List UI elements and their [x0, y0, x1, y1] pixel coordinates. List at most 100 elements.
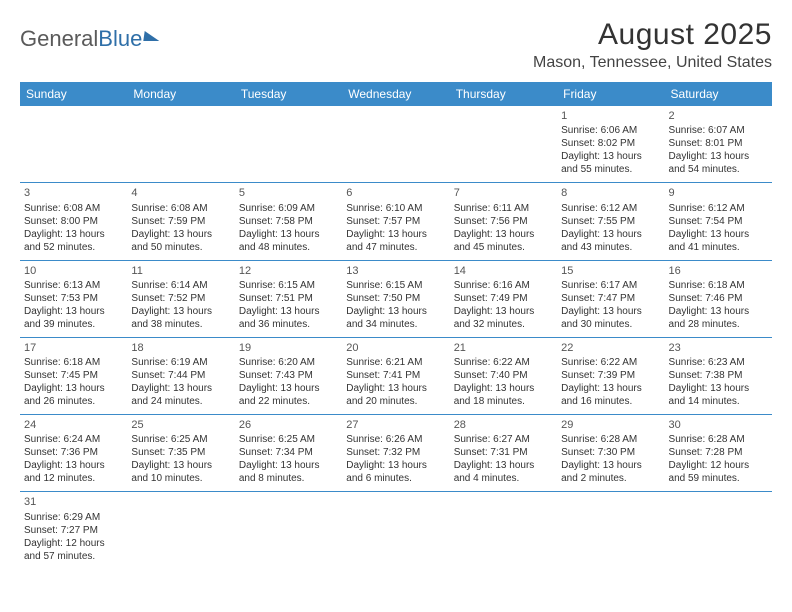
calendar-day: 17Sunrise: 6:18 AMSunset: 7:45 PMDayligh…: [20, 338, 127, 414]
calendar-day-empty: [127, 492, 234, 568]
daylight-line-2: and 8 minutes.: [239, 472, 338, 485]
daylight-line-2: and 24 minutes.: [131, 395, 230, 408]
sunrise-line: Sunrise: 6:12 AM: [561, 202, 660, 215]
daylight-line-1: Daylight: 13 hours: [24, 459, 123, 472]
day-number: 26: [239, 418, 338, 432]
daylight-line-1: Daylight: 13 hours: [131, 459, 230, 472]
daylight-line-2: and 36 minutes.: [239, 318, 338, 331]
dayhead-thu: Thursday: [450, 82, 557, 106]
day-number: 28: [454, 418, 553, 432]
sunset-line: Sunset: 7:27 PM: [24, 524, 123, 537]
sunrise-line: Sunrise: 6:11 AM: [454, 202, 553, 215]
sunset-line: Sunset: 7:53 PM: [24, 292, 123, 305]
day-number: 24: [24, 418, 123, 432]
daylight-line-1: Daylight: 13 hours: [24, 228, 123, 241]
calendar-day: 2Sunrise: 6:07 AMSunset: 8:01 PMDaylight…: [665, 106, 772, 182]
calendar-week: 3Sunrise: 6:08 AMSunset: 8:00 PMDaylight…: [20, 183, 772, 260]
sunset-line: Sunset: 7:46 PM: [669, 292, 768, 305]
day-number: 17: [24, 341, 123, 355]
calendar-day: 23Sunrise: 6:23 AMSunset: 7:38 PMDayligh…: [665, 338, 772, 414]
sunset-line: Sunset: 7:49 PM: [454, 292, 553, 305]
calendar-week: 10Sunrise: 6:13 AMSunset: 7:53 PMDayligh…: [20, 261, 772, 338]
sunset-line: Sunset: 7:50 PM: [346, 292, 445, 305]
calendar-day: 15Sunrise: 6:17 AMSunset: 7:47 PMDayligh…: [557, 261, 664, 337]
day-number: 29: [561, 418, 660, 432]
calendar-day: 24Sunrise: 6:24 AMSunset: 7:36 PMDayligh…: [20, 415, 127, 491]
daylight-line-2: and 38 minutes.: [131, 318, 230, 331]
sunrise-line: Sunrise: 6:07 AM: [669, 124, 768, 137]
daylight-line-1: Daylight: 13 hours: [561, 228, 660, 241]
daylight-line-2: and 6 minutes.: [346, 472, 445, 485]
calendar-day: 18Sunrise: 6:19 AMSunset: 7:44 PMDayligh…: [127, 338, 234, 414]
day-number: 12: [239, 264, 338, 278]
sunset-line: Sunset: 7:43 PM: [239, 369, 338, 382]
day-number: 30: [669, 418, 768, 432]
daylight-line-1: Daylight: 13 hours: [346, 305, 445, 318]
daylight-line-2: and 4 minutes.: [454, 472, 553, 485]
sunset-line: Sunset: 7:36 PM: [24, 446, 123, 459]
calendar-day: 28Sunrise: 6:27 AMSunset: 7:31 PMDayligh…: [450, 415, 557, 491]
sunset-line: Sunset: 7:56 PM: [454, 215, 553, 228]
daylight-line-1: Daylight: 13 hours: [561, 305, 660, 318]
sunset-line: Sunset: 7:44 PM: [131, 369, 230, 382]
daylight-line-2: and 45 minutes.: [454, 241, 553, 254]
sunrise-line: Sunrise: 6:25 AM: [131, 433, 230, 446]
calendar-day: 8Sunrise: 6:12 AMSunset: 7:55 PMDaylight…: [557, 183, 664, 259]
dayhead-sat: Saturday: [665, 82, 772, 106]
calendar-day: 22Sunrise: 6:22 AMSunset: 7:39 PMDayligh…: [557, 338, 664, 414]
day-number: 23: [669, 341, 768, 355]
day-number: 15: [561, 264, 660, 278]
daylight-line-2: and 34 minutes.: [346, 318, 445, 331]
daylight-line-1: Daylight: 13 hours: [561, 150, 660, 163]
daylight-line-2: and 26 minutes.: [24, 395, 123, 408]
daylight-line-2: and 10 minutes.: [131, 472, 230, 485]
calendar-day-empty: [665, 492, 772, 568]
daylight-line-1: Daylight: 13 hours: [131, 382, 230, 395]
location-text: Mason, Tennessee, United States: [533, 54, 772, 72]
day-number: 14: [454, 264, 553, 278]
daylight-line-2: and 55 minutes.: [561, 163, 660, 176]
daylight-line-2: and 50 minutes.: [131, 241, 230, 254]
daylight-line-1: Daylight: 13 hours: [239, 305, 338, 318]
sunrise-line: Sunrise: 6:22 AM: [454, 356, 553, 369]
calendar-week: 1Sunrise: 6:06 AMSunset: 8:02 PMDaylight…: [20, 106, 772, 183]
sunrise-line: Sunrise: 6:18 AM: [24, 356, 123, 369]
sunrise-line: Sunrise: 6:26 AM: [346, 433, 445, 446]
sunset-line: Sunset: 7:28 PM: [669, 446, 768, 459]
sunrise-line: Sunrise: 6:22 AM: [561, 356, 660, 369]
day-number: 16: [669, 264, 768, 278]
day-number: 3: [24, 186, 123, 200]
calendar-day: 3Sunrise: 6:08 AMSunset: 8:00 PMDaylight…: [20, 183, 127, 259]
sunset-line: Sunset: 7:59 PM: [131, 215, 230, 228]
dayhead-fri: Friday: [557, 82, 664, 106]
sunrise-line: Sunrise: 6:12 AM: [669, 202, 768, 215]
calendar-day: 26Sunrise: 6:25 AMSunset: 7:34 PMDayligh…: [235, 415, 342, 491]
calendar-day: 7 Sunrise: 6:11 AMSunset: 7:56 PMDaylight…: [450, 183, 557, 259]
daylight-line-2: and 41 minutes.: [669, 241, 768, 254]
page-title: August 2025: [533, 18, 772, 52]
calendar-day-empty: [450, 492, 557, 568]
daylight-line-1: Daylight: 13 hours: [454, 228, 553, 241]
daylight-line-2: and 18 minutes.: [454, 395, 553, 408]
day-number: 1: [561, 109, 660, 123]
sunset-line: Sunset: 7:51 PM: [239, 292, 338, 305]
daylight-line-2: and 43 minutes.: [561, 241, 660, 254]
sunrise-line: Sunrise: 6:16 AM: [454, 279, 553, 292]
day-number: 27: [346, 418, 445, 432]
day-number: 6: [346, 186, 445, 200]
calendar-day: 11Sunrise: 6:14 AMSunset: 7:52 PMDayligh…: [127, 261, 234, 337]
calendar-day: 27Sunrise: 6:26 AMSunset: 7:32 PMDayligh…: [342, 415, 449, 491]
calendar-day: 21Sunrise: 6:22 AMSunset: 7:40 PMDayligh…: [450, 338, 557, 414]
sunrise-line: Sunrise: 6:18 AM: [669, 279, 768, 292]
sunrise-line: Sunrise: 6:15 AM: [239, 279, 338, 292]
sunrise-line: Sunrise: 6:10 AM: [346, 202, 445, 215]
day-number: 10: [24, 264, 123, 278]
logo: GeneralBlue: [20, 26, 160, 52]
dayhead-sun: Sunday: [20, 82, 127, 106]
day-number: 7: [454, 186, 553, 200]
day-number: 13: [346, 264, 445, 278]
daylight-line-2: and 32 minutes.: [454, 318, 553, 331]
calendar-day: 9Sunrise: 6:12 AMSunset: 7:54 PMDaylight…: [665, 183, 772, 259]
day-number: 11: [131, 264, 230, 278]
calendar-day: 5Sunrise: 6:09 AMSunset: 7:58 PMDaylight…: [235, 183, 342, 259]
